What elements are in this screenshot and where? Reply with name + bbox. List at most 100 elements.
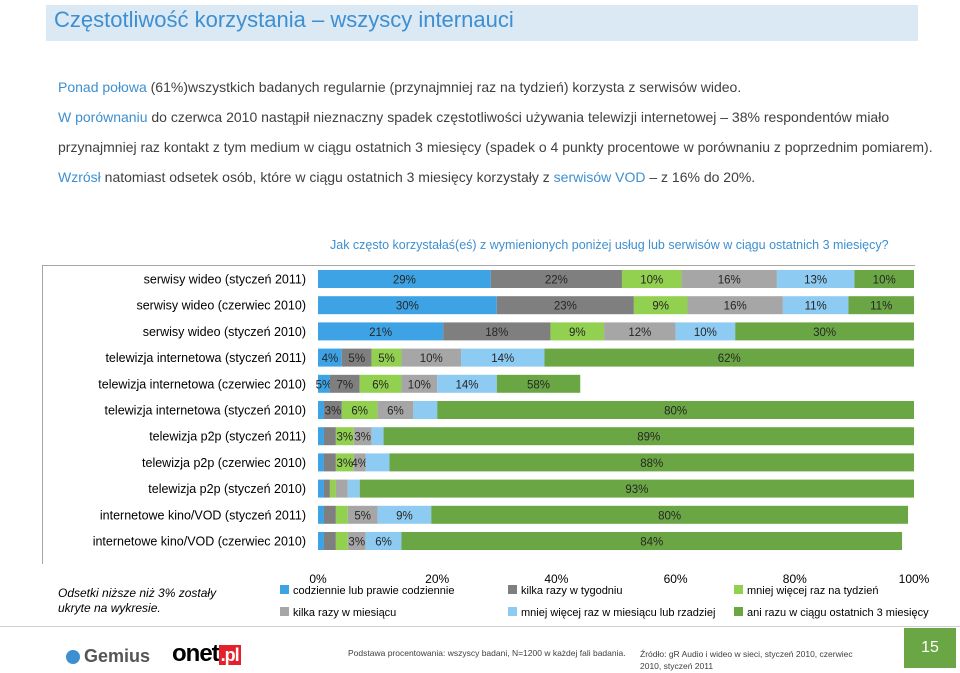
data-label: 5% [348,353,365,365]
category-label: serwisy wideo (czerwiec 2010) [136,299,306,313]
legend-label: codziennie lub prawie codziennie [293,585,454,597]
bar-segment [341,401,378,419]
category-label: serwisy wideo (styczeń 2011) [144,273,306,287]
bar-segment [401,374,438,393]
bar-segment [735,322,914,341]
bar-segment [443,322,551,341]
paragraph-3-lead: Wzrósł [58,169,101,185]
data-label: 10% [420,353,443,365]
bar-segment [335,505,348,524]
x-tick-label: 0% [309,572,327,586]
bar-segment [776,270,855,288]
paragraph-2-line-2: przynajmniej raz kontakt z tym medium w … [58,139,933,155]
bar-segment [347,532,366,550]
chart-question: Jak często korzystałaś(eś) z wymienionyc… [330,238,889,252]
data-label: 5% [354,510,371,522]
hidden-values-note: Odsetki niższe niż 3% zostały ukryte na w… [58,586,216,616]
bar-segment [329,479,336,498]
page-title: Częstotliwość korzystania – wszyscy inte… [54,7,514,32]
x-tick-label: 60% [664,572,688,586]
data-label: 9% [396,510,413,522]
bar-segment [323,479,330,498]
data-label: 80% [658,510,681,522]
bar-segment [371,427,384,446]
bar-segment [848,296,914,315]
paragraph-2-line-1: W porównaniu do czerwca 2010 nastąpił ni… [58,108,889,126]
data-label: 11% [805,301,827,313]
bar-segment [377,505,432,524]
data-label: 93% [625,484,648,496]
data-label: 6% [372,379,389,391]
data-label: 18% [485,327,508,339]
category-label: telewizja internetowa (styczeń 2011) [105,351,306,365]
legend-swatch [280,607,289,616]
title-bar [46,5,918,41]
hidden-values-note-line-2: ukryte na wykresie. [58,601,161,615]
bar-segment [318,296,497,315]
category-label: internetowe kino/VOD (czerwiec 2010) [93,535,306,549]
bar-segment [365,532,402,550]
bar-segment [675,322,736,341]
bar-segment [461,348,545,367]
x-tick-label: 40% [544,572,568,586]
data-label: 62% [718,353,741,365]
data-label: 58% [527,379,550,391]
data-label: 9% [652,301,669,313]
footer-divider [0,626,960,627]
legend-label: mniej więcej raz w miesiącu lub rzadziej [521,607,715,619]
bar-segment [323,427,336,446]
bar-segment [604,322,676,341]
bar-segment [353,453,366,472]
bar-segment [347,505,378,524]
data-label: 5% [316,379,333,391]
legend-label: mniej więcej raz na tydzień [747,585,878,597]
bar-segment [365,453,390,472]
bar-segment [323,453,336,472]
data-label: 13% [804,275,827,287]
bar-segment [496,296,634,315]
x-tick-label: 80% [783,572,807,586]
data-label: 84% [640,537,663,549]
onet-logo: onet .pl [172,640,241,668]
bar-segment [318,322,444,341]
bar-segment [359,374,402,393]
bar-segment [318,479,324,498]
data-label: 10% [640,275,663,287]
data-label: 6% [375,537,392,549]
data-label: 21% [369,327,392,339]
bar-segment [323,505,336,524]
legend-label: kilka razy w miesiącu [293,607,396,619]
bar-segment [359,479,915,498]
data-label: 11% [870,301,892,313]
data-label: 14% [455,379,478,391]
data-label: 23% [554,301,577,313]
bar-segment [318,427,324,446]
onet-logo-text: onet [172,640,220,667]
bar-segment [782,296,849,315]
legend-swatch [734,585,743,594]
paragraph-1-lead: Ponad połowa [58,79,147,95]
data-label: 5% [378,353,395,365]
bar-segment [496,374,581,393]
page-number: 15 [904,628,956,668]
data-label: 29% [393,275,416,287]
bar-segment [687,296,783,315]
bar-segment [318,401,324,419]
bar-segment [323,401,342,419]
bar-segment [323,532,336,550]
gemius-logo: Gemius [66,646,150,667]
base-note: Podstawa procentowania: wszyscy badani, … [348,648,626,658]
bar-segment [335,532,348,550]
bar-segment [681,270,777,288]
paragraph-2-lead: W porównaniu [58,109,148,125]
legend-label: kilka razy w tygodniu [521,585,623,597]
bar-segment [353,427,372,446]
paragraph-3-vod: serwisów VOD [553,169,646,185]
bar-segment [401,532,903,550]
legend-label: ani razu w ciągu ostatnich 3 miesięcy [747,607,929,619]
data-label: 22% [545,275,568,287]
data-label: 30% [813,327,836,339]
data-label: 3% [325,406,342,418]
bar-segment [437,374,497,393]
